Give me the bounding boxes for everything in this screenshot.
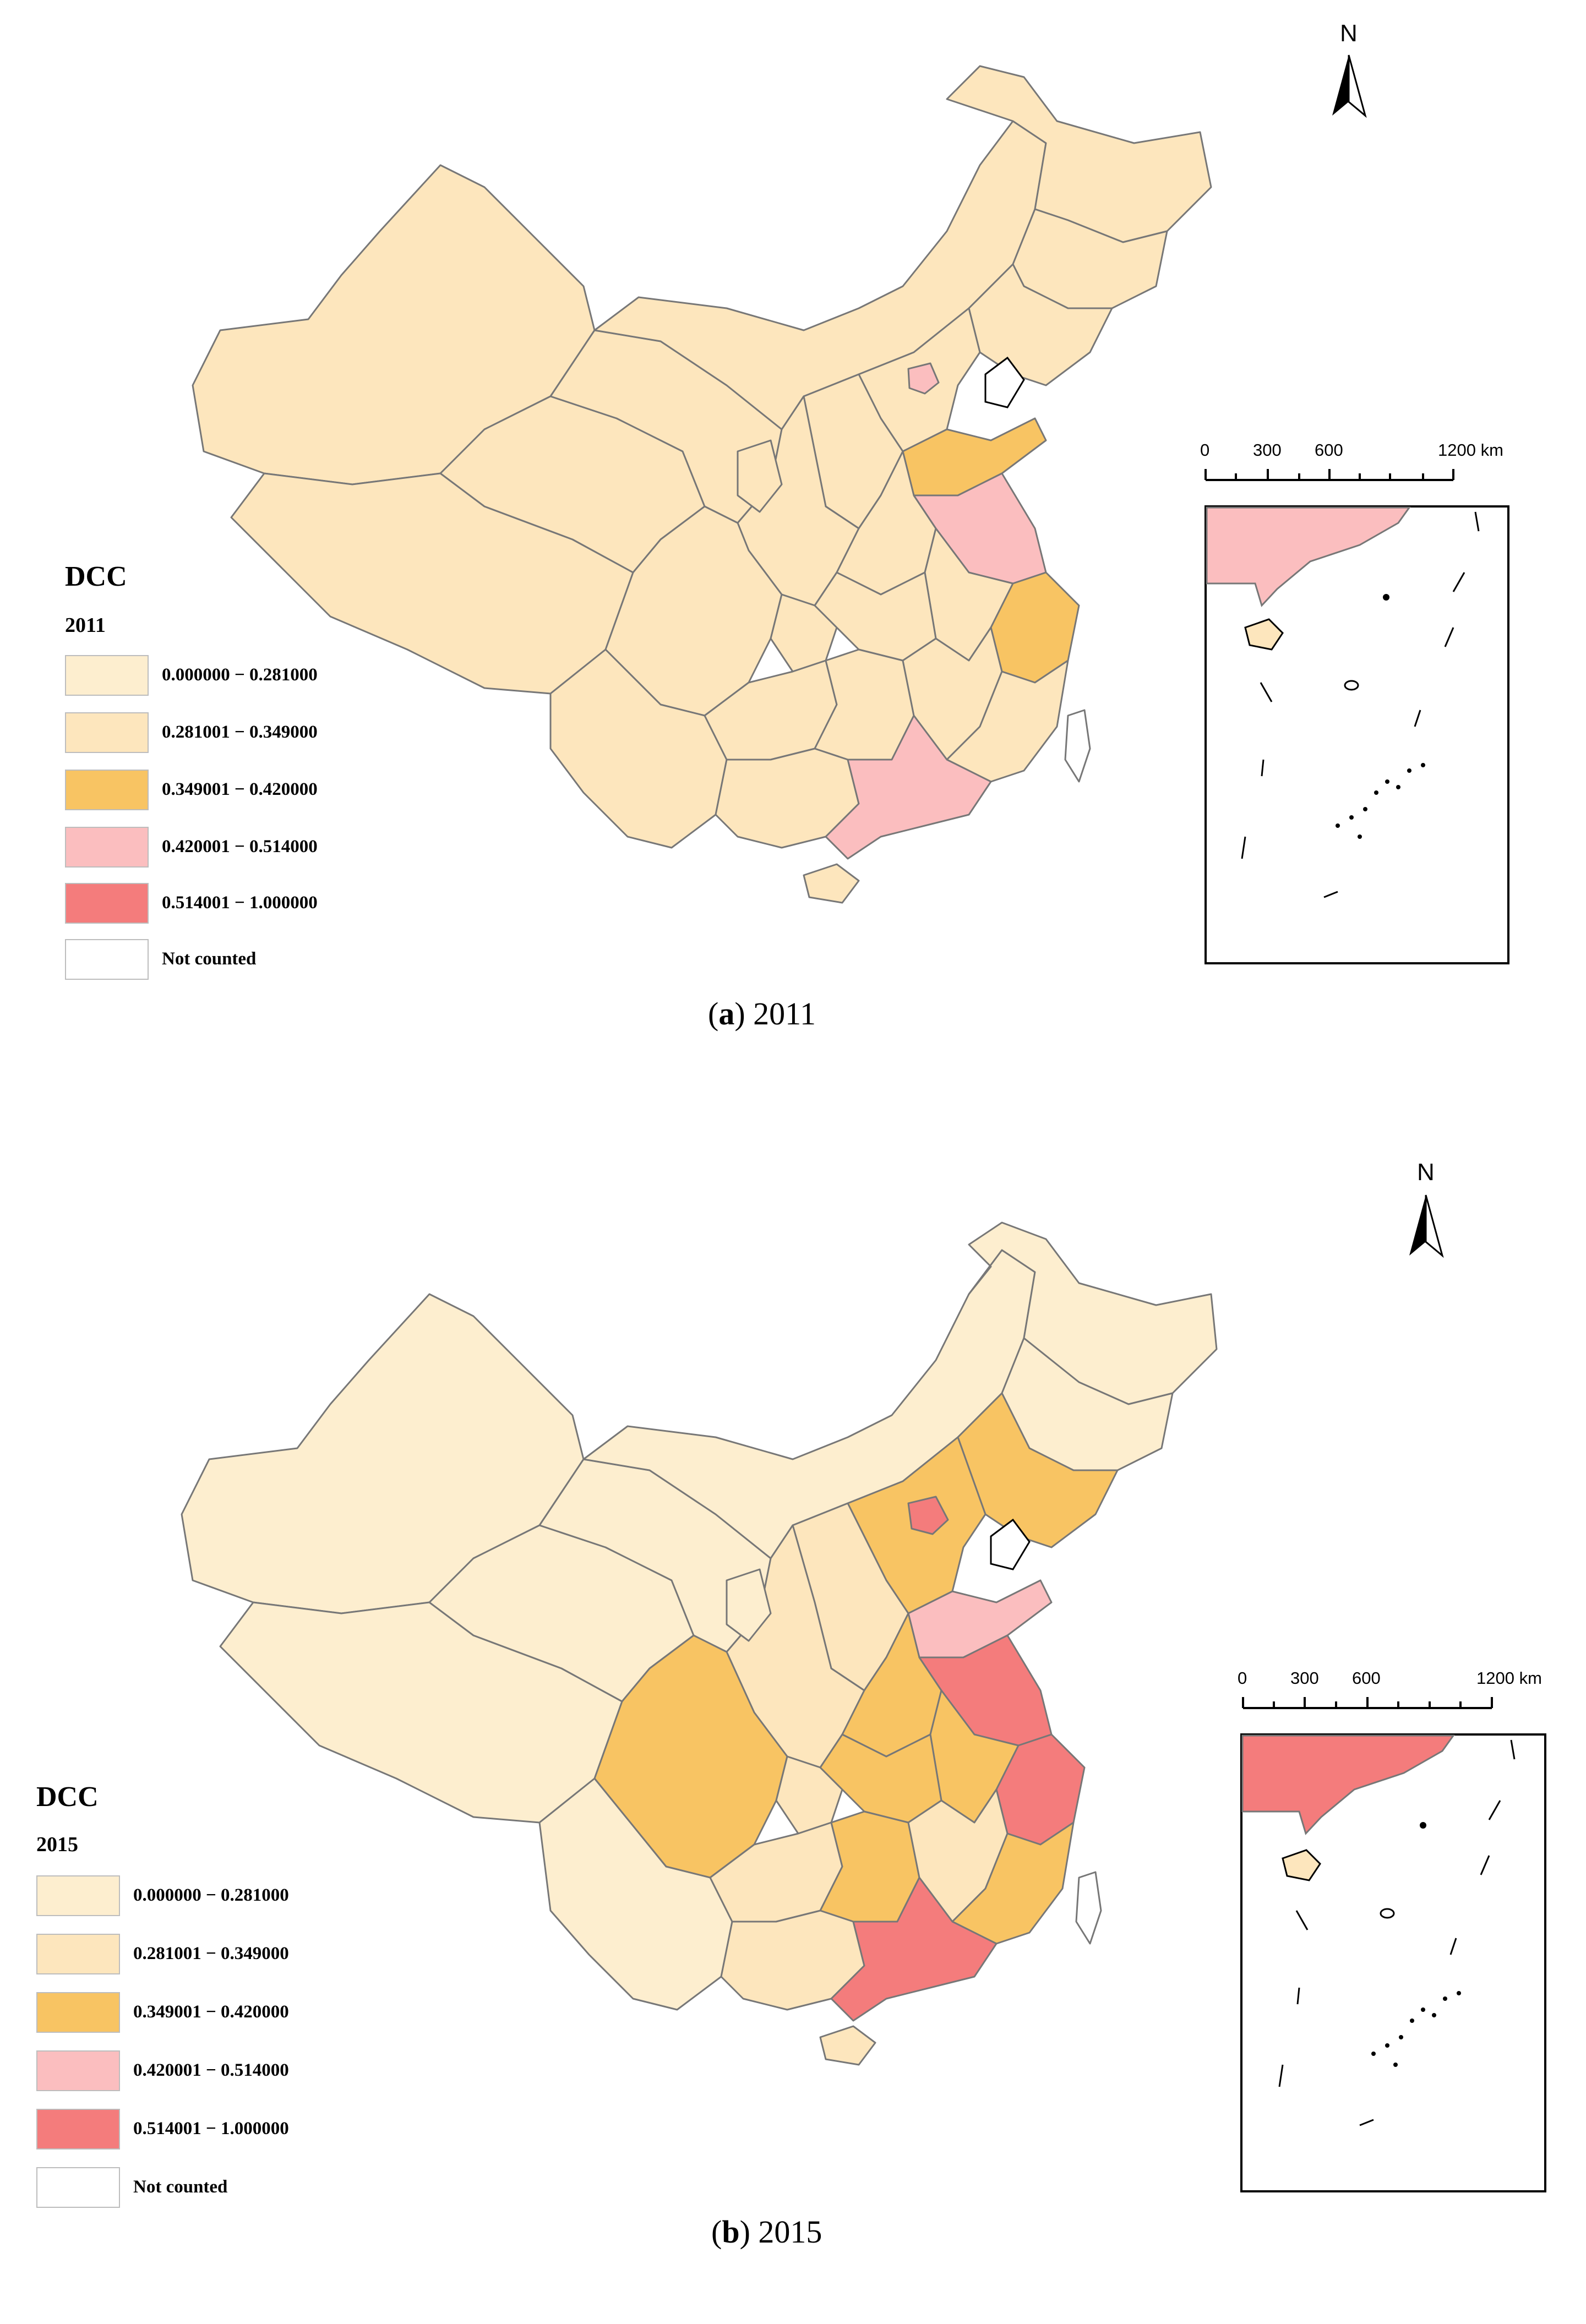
caption-text: ) 2015: [739, 2214, 822, 2250]
north-arrow-icon: [1409, 1194, 1444, 1258]
figure-caption: (a) 2011: [708, 996, 816, 1032]
legend-label: Not counted: [133, 2177, 228, 2197]
legend-title: DCC: [65, 561, 127, 592]
scale-tick-label: 1200 km: [1438, 440, 1503, 460]
province-taiwan: [1064, 709, 1091, 783]
legend-label: 0.514001 − 1.000000: [162, 893, 318, 913]
province-guangdong: [830, 1876, 998, 2022]
north-label: N: [1417, 1159, 1435, 1186]
bohai-sea: [984, 356, 1025, 408]
province-heilongjiang: [968, 1221, 1218, 1405]
province-beijing: [907, 362, 940, 395]
legend-label: 0.514001 − 1.000000: [133, 2119, 289, 2138]
caption-letter: a: [718, 996, 735, 1032]
province-hainan: [803, 863, 860, 904]
scale-tick-label: 0: [1200, 440, 1210, 460]
province-guangdong: [825, 714, 992, 860]
province-heilongjiang: [946, 65, 1212, 243]
caption-letter: b: [722, 2214, 740, 2250]
province-ningxia: [737, 439, 783, 513]
scale-tick-label: 1200 km: [1476, 1668, 1542, 1688]
legend-year: 2011: [65, 614, 106, 637]
bohai-sea: [990, 1518, 1031, 1570]
legend-swatch: [36, 1992, 120, 2033]
inset-hainan: [1282, 1849, 1321, 1881]
legend-swatch: [36, 1934, 120, 1974]
scale-tick-label: 600: [1315, 440, 1343, 460]
scale-bar: [1242, 1697, 1493, 1709]
scale-tick-label: 300: [1290, 1668, 1319, 1688]
legend-label: 0.420001 − 0.514000: [133, 2060, 289, 2080]
legend-label: 0.281001 − 0.349000: [133, 1944, 289, 1963]
south-china-sea-inset: [1205, 505, 1509, 964]
province-hainan: [819, 2025, 876, 2066]
legend-swatch: [65, 883, 149, 924]
legend-label: Not counted: [162, 949, 257, 969]
province-beijing: [907, 1496, 949, 1535]
scale-tick-label: 600: [1352, 1668, 1381, 1688]
map-panel-2011: DCC 2011 0.000000 − 0.281000 0.281001 − …: [65, 20, 1509, 1032]
map-panel-2015: DCC 2015 0.000000 − 0.281000 0.281001 − …: [0, 1159, 1586, 2324]
legend-label: 0.420001 − 0.514000: [162, 837, 318, 857]
inset-hainan: [1244, 618, 1284, 651]
legend-swatch: [65, 655, 149, 696]
caption-text: ) 2011: [734, 996, 816, 1032]
province-liaoning: [957, 1392, 1119, 1548]
legend-swatch: [36, 2167, 120, 2208]
legend-label: 0.000000 − 0.281000: [162, 665, 318, 685]
south-china-sea-inset: [1240, 1733, 1546, 2192]
inset-mainland: [1206, 506, 1411, 607]
china-map-2011: [192, 54, 1509, 964]
figure-caption: (b) 2015: [711, 2214, 822, 2250]
inset-mainland: [1241, 1734, 1455, 1835]
legend-label: 0.000000 − 0.281000: [133, 1885, 289, 1905]
legend-label: 0.281001 − 0.349000: [162, 722, 318, 742]
legend-swatch: [36, 1875, 120, 1916]
legend-swatch: [36, 2050, 120, 2091]
legend-swatch: [65, 770, 149, 810]
legend-title: DCC: [36, 1781, 99, 1813]
province-liaoning: [968, 263, 1113, 386]
legend-swatch: [65, 939, 149, 980]
legend-swatch: [65, 827, 149, 868]
legend-swatch: [36, 2109, 120, 2150]
scale-bar: [1205, 469, 1454, 481]
province-ningxia: [726, 1568, 772, 1642]
legend-year: 2015: [36, 1833, 78, 1856]
legend-label: 0.349001 − 0.420000: [162, 779, 318, 799]
north-label: N: [1340, 20, 1358, 47]
scale-tick-label: 300: [1253, 440, 1282, 460]
legend-swatch: [65, 712, 149, 753]
province-taiwan: [1075, 1871, 1102, 1945]
north-arrow-icon: [1332, 54, 1367, 118]
legend-label: 0.349001 − 0.420000: [133, 2002, 289, 2022]
scale-tick-label: 0: [1238, 1668, 1247, 1688]
china-map-2015: [181, 1194, 1546, 2192]
